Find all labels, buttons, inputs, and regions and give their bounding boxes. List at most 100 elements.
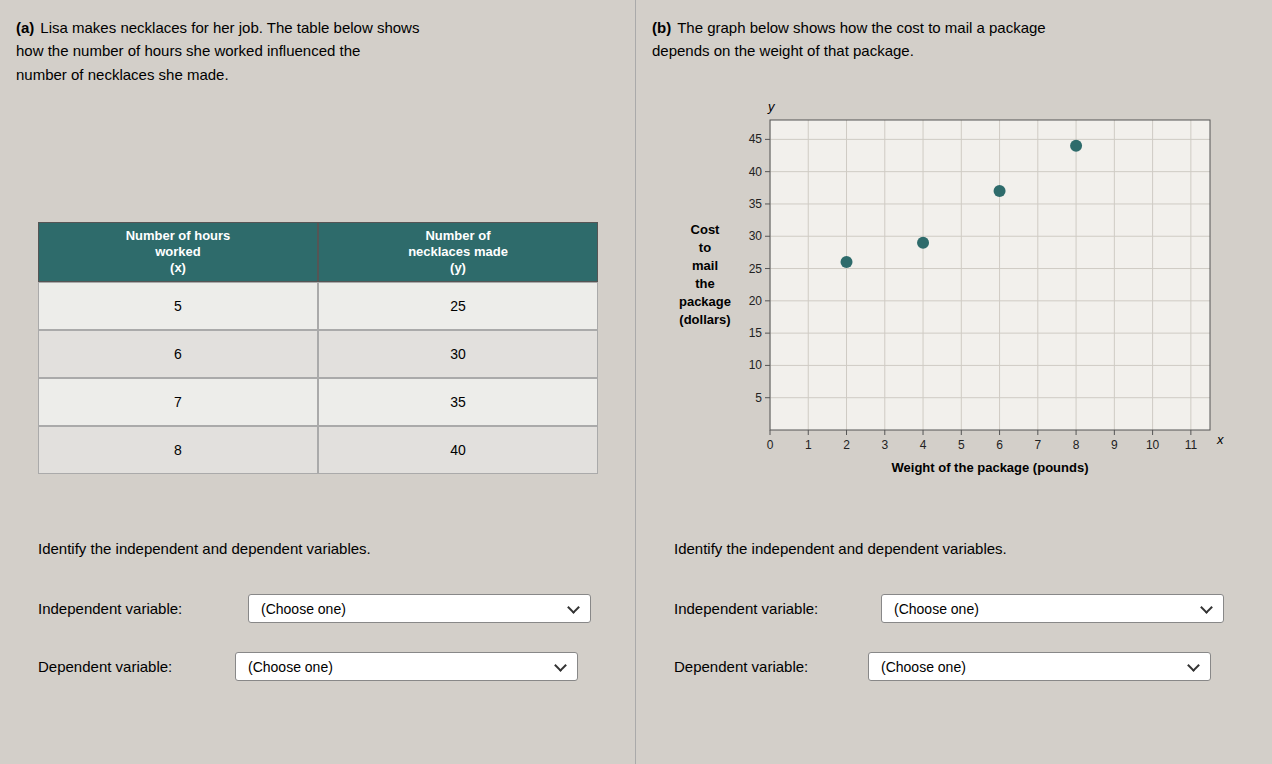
table-cell: 6 bbox=[38, 330, 318, 378]
tick-mark bbox=[765, 397, 770, 398]
dropdown: (Choose one) bbox=[881, 594, 1224, 623]
tick-mark bbox=[765, 236, 770, 237]
tick-mark bbox=[765, 333, 770, 334]
dropdown: (Choose one) bbox=[248, 594, 591, 623]
dropdown-arrow bbox=[1200, 601, 1213, 614]
tick-label: 25 bbox=[749, 262, 763, 276]
y-axis-label-line: mail bbox=[692, 258, 718, 273]
grid-line bbox=[846, 120, 847, 430]
grid-line bbox=[999, 120, 1000, 430]
scatter-point bbox=[994, 185, 1006, 197]
table-cell: 5 bbox=[38, 282, 318, 330]
grid-line bbox=[770, 236, 1210, 237]
tick-mark bbox=[923, 430, 924, 435]
tick-mark bbox=[765, 268, 770, 269]
dependent-label: Dependent variable: bbox=[674, 655, 808, 678]
panel-description: (a)Lisa makes necklaces for her job. The… bbox=[16, 16, 626, 86]
tick-mark bbox=[765, 139, 770, 140]
grid bbox=[770, 120, 1210, 430]
dropdown-text: (Choose one) bbox=[261, 601, 346, 617]
identify-text: Identify the independent and dependent v… bbox=[38, 537, 371, 560]
tick-mark bbox=[765, 203, 770, 204]
table-cell: 25 bbox=[318, 282, 598, 330]
independent-label: Independent variable: bbox=[674, 597, 818, 620]
tick-mark bbox=[884, 430, 885, 435]
tick-label: 0 bbox=[767, 438, 774, 452]
page-body: {"chart_data": [ {"type": "table", "titl… bbox=[0, 0, 1272, 764]
tick-mark bbox=[770, 430, 771, 435]
table-cell: 8 bbox=[38, 426, 318, 474]
scatter-point bbox=[1070, 140, 1082, 152]
dropdown: (Choose one) bbox=[868, 652, 1211, 681]
y-axis-label-line: package bbox=[679, 294, 731, 309]
grid-line bbox=[770, 268, 1210, 269]
tick-mark bbox=[1037, 430, 1038, 435]
table-cell: 40 bbox=[318, 426, 598, 474]
tick-label: 7 bbox=[1034, 438, 1041, 452]
panel-divider bbox=[635, 0, 636, 764]
tick-label: 45 bbox=[749, 132, 763, 146]
scatter-point bbox=[841, 256, 853, 268]
y-axis-label-line: (dollars) bbox=[679, 312, 730, 327]
scatter-chart: 0123456789101151015202530354045Weight of… bbox=[640, 90, 1272, 510]
panel-description: (b)The graph below shows how the cost to… bbox=[652, 16, 1252, 63]
tick-label: 11 bbox=[1185, 438, 1198, 452]
tick-label: 20 bbox=[749, 294, 763, 308]
tick-label: 10 bbox=[749, 358, 763, 372]
tick-label: 15 bbox=[749, 326, 763, 340]
grid-line bbox=[770, 300, 1210, 301]
dropdown-text: (Choose one) bbox=[881, 659, 966, 675]
grid-line bbox=[770, 365, 1210, 366]
independent-label: Independent variable: bbox=[38, 597, 182, 620]
tick-mark bbox=[1114, 430, 1115, 435]
tick-mark bbox=[961, 430, 962, 435]
plot-area bbox=[770, 120, 1210, 430]
tick-label: 3 bbox=[881, 438, 888, 452]
grid-line bbox=[1076, 120, 1077, 430]
tick-mark bbox=[1152, 430, 1153, 435]
tick-label: 35 bbox=[749, 197, 763, 211]
x-axis-letter: x bbox=[1216, 432, 1224, 447]
tick-mark bbox=[846, 430, 847, 435]
grid-line bbox=[1114, 120, 1115, 430]
dropdown-text: (Choose one) bbox=[248, 659, 333, 675]
dropdown-text: (Choose one) bbox=[894, 601, 979, 617]
tick-mark bbox=[1190, 430, 1191, 435]
y-axis-letter: y bbox=[767, 99, 776, 114]
data-table: Number of hours worked (x)Number of neck… bbox=[38, 222, 598, 474]
panel-label: (b) bbox=[652, 19, 671, 36]
table-cell: 30 bbox=[318, 330, 598, 378]
grid-line bbox=[1190, 120, 1191, 430]
table-cell: 35 bbox=[318, 378, 598, 426]
points bbox=[841, 140, 1083, 268]
tick-mark bbox=[808, 430, 809, 435]
tick-label: 6 bbox=[996, 438, 1003, 452]
x-axis-label: Weight of the package (pounds) bbox=[892, 460, 1089, 475]
tick-mark bbox=[1076, 430, 1077, 435]
tick-label: 10 bbox=[1146, 438, 1160, 452]
y-axis-label-line: the bbox=[695, 276, 715, 291]
tick-label: 8 bbox=[1073, 438, 1080, 452]
tick-label: 4 bbox=[920, 438, 927, 452]
grid-line bbox=[770, 333, 1210, 334]
grid-line bbox=[770, 397, 1210, 398]
dropdown-arrow bbox=[567, 601, 580, 614]
table-cell: 7 bbox=[38, 378, 318, 426]
tick-label: 5 bbox=[755, 391, 762, 405]
tick-label: 5 bbox=[958, 438, 965, 452]
grid-line bbox=[770, 171, 1210, 172]
dropdown-arrow bbox=[554, 659, 567, 672]
description-text: Lisa makes necklaces for her job. The ta… bbox=[16, 19, 419, 83]
grid-line bbox=[770, 139, 1210, 140]
grid-line bbox=[884, 120, 885, 430]
grid-line bbox=[1037, 120, 1038, 430]
table-header-cell: Number of necklaces made (y) bbox=[318, 222, 598, 282]
grid-line bbox=[808, 120, 809, 430]
description-text: The graph below shows how the cost to ma… bbox=[652, 19, 1046, 59]
y-axis-label-line: to bbox=[699, 240, 711, 255]
identify-text: Identify the independent and dependent v… bbox=[674, 537, 1007, 560]
tick-label: 1 bbox=[805, 438, 812, 452]
tick-mark bbox=[765, 171, 770, 172]
grid-line bbox=[923, 120, 924, 430]
tick-label: 2 bbox=[843, 438, 850, 452]
